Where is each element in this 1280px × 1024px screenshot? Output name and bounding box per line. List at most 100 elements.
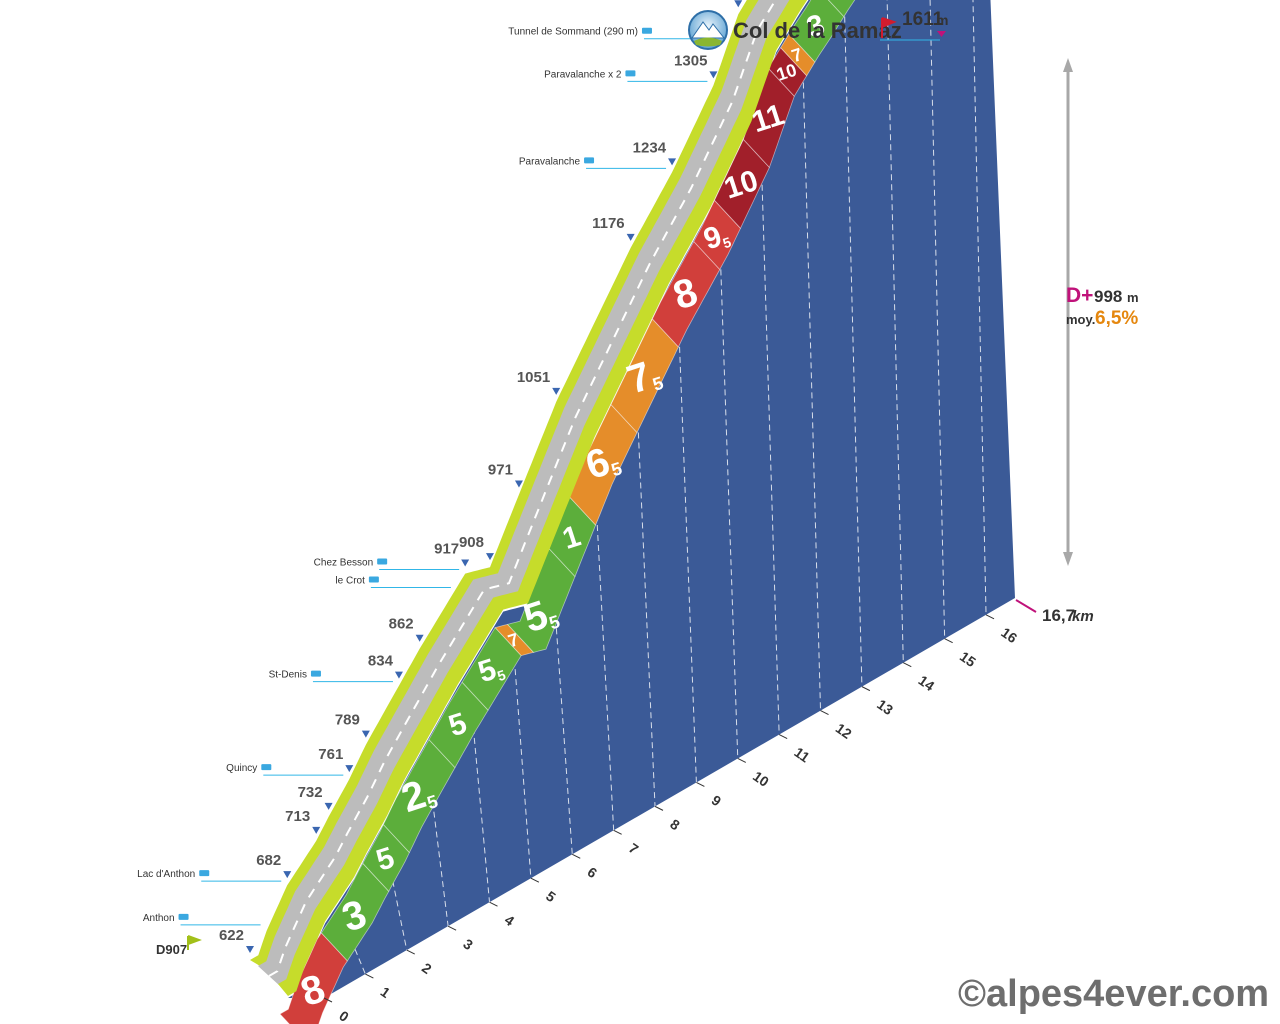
km-tick — [696, 781, 705, 787]
road-edge-front — [278, 0, 808, 996]
km-tick — [737, 758, 746, 763]
altitude-marker-icon — [626, 233, 635, 241]
place-icon — [625, 70, 636, 77]
profile-wall — [288, 0, 1015, 998]
km-dash-line — [677, 316, 697, 783]
altitude-marker-icon — [668, 158, 677, 166]
altitude-marker-icon — [312, 826, 321, 834]
km-tick-label: 3 — [460, 935, 476, 953]
altitude-label: 1051 — [517, 369, 550, 386]
altitude-marker-icon — [709, 71, 718, 79]
place-icon — [178, 913, 189, 920]
km-tick — [903, 662, 912, 668]
place-icon — [261, 764, 272, 771]
km-tick-label: 0 — [336, 1007, 352, 1024]
km-tick-label: 4 — [502, 912, 518, 930]
road-centerline — [268, 0, 777, 977]
km-tick-label: 8 — [667, 816, 683, 834]
altitude-marker-icon — [324, 802, 333, 810]
altitude-label: 1234 — [633, 139, 667, 156]
altitude-marker-icon — [485, 553, 494, 561]
dplus-unit: m — [1127, 290, 1139, 305]
distance-value: 16,7 — [1042, 606, 1075, 625]
place-icon — [199, 870, 210, 877]
km-tick-label: 2 — [419, 959, 435, 977]
km-dash-line — [843, 0, 863, 687]
total-distance: 16,7 km — [1015, 599, 1094, 625]
altitude-label: 789 — [335, 712, 360, 729]
place-icon — [377, 558, 388, 565]
place-label: Chez Besson — [314, 558, 373, 569]
road-surface-grey — [258, 0, 793, 986]
start-marker: D907 — [156, 935, 202, 957]
altitude-annotations: 622 Anthon 682 Lac d'Anthon 713 732 761 Quincy 7… — [137, 0, 743, 953]
profile-wall-fill — [288, 0, 1015, 998]
km-tick — [447, 925, 457, 931]
km-tick-label: 13 — [874, 696, 896, 718]
altitude-marker-icon — [734, 0, 743, 8]
km-tick-label: 1 — [378, 983, 394, 1001]
place-icon — [584, 157, 595, 164]
dplus-label: D+ — [1066, 284, 1093, 307]
km-dash-line — [972, 0, 987, 615]
altitude-label: 761 — [318, 746, 343, 763]
place-label: Paravalanche x 2 — [544, 69, 622, 80]
km-tick — [613, 829, 622, 835]
altitude-label: 971 — [488, 461, 513, 478]
gradient-bands — [279, 0, 856, 1024]
altitude-marker-icon — [415, 634, 424, 642]
km-tick-label: 5 — [543, 888, 559, 906]
altitude-marker-icon — [394, 671, 403, 679]
place-label: St-Denis — [269, 670, 307, 681]
altitude-label: 862 — [389, 616, 414, 633]
km-tick — [778, 734, 788, 739]
km-tick-label: 9 — [709, 792, 725, 810]
altitude-marker-icon — [514, 480, 523, 488]
gradient-band — [827, 0, 856, 18]
summit-unit: m — [936, 12, 948, 28]
dplus-value: 998 — [1094, 287, 1122, 306]
km-dash-line — [346, 930, 366, 975]
km-dash-line — [471, 708, 491, 903]
altitude-label: 682 — [256, 852, 281, 869]
watermark: ©alpes4ever.com — [958, 973, 1269, 1015]
start-flag-icon — [187, 935, 202, 950]
elevation-arrow — [1063, 58, 1073, 566]
km-tick — [985, 614, 995, 620]
altitude-marker-icon — [283, 871, 292, 879]
avg-label: moy. — [1066, 312, 1095, 327]
altitude-label: 622 — [219, 927, 244, 944]
altitude-marker-icon — [361, 730, 370, 738]
km-tick-label: 11 — [791, 744, 812, 766]
altitude-label: 732 — [298, 784, 323, 801]
km-tick — [654, 805, 664, 811]
place-label: Quincy — [226, 763, 257, 774]
km-tick — [944, 638, 953, 644]
km-dash-line — [760, 154, 780, 735]
altitude-marker-icon — [552, 387, 561, 395]
km-tick — [861, 686, 871, 692]
km-dash-line — [636, 402, 656, 807]
place-label: le Crot — [335, 575, 365, 586]
altitude-label: 713 — [285, 808, 310, 825]
altitude-label: 908 — [459, 534, 484, 551]
page-title: Col de la Ramaz — [733, 18, 902, 43]
altitude-label: 917 — [434, 541, 459, 558]
km-tick — [406, 949, 415, 955]
km-dash-line — [595, 495, 615, 831]
km-dash-lines — [346, 0, 987, 975]
place-label: Anthon — [143, 913, 175, 924]
avg-value: 6,5% — [1095, 308, 1138, 329]
place-label: Lac d'Anthon — [137, 869, 195, 880]
climb-stats: D+ 998 m moy. 6,5% — [1066, 284, 1139, 329]
km-tick — [530, 877, 540, 883]
km-tick — [820, 710, 829, 716]
road-surface — [250, 0, 808, 996]
summit-altitude: 1611 — [902, 9, 944, 30]
km-tick-label: 7 — [626, 840, 642, 858]
place-label: Paravalanche — [519, 156, 581, 167]
title-block: Col de la Ramaz 1611 m — [688, 9, 948, 50]
place-icon — [310, 670, 321, 677]
road-edge-back — [250, 0, 761, 966]
